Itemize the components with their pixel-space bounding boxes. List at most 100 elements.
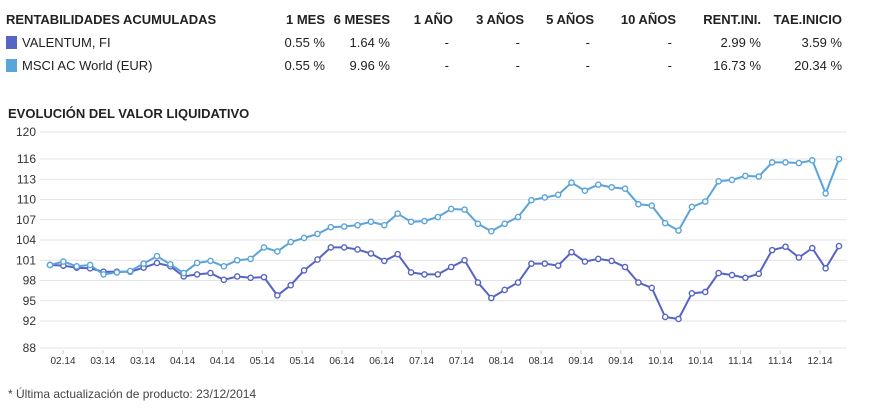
data-point-msci [488,227,495,235]
data-point-msci [782,159,789,166]
x-tick-label: 03.14 [90,356,115,367]
data-point-msci [340,223,348,230]
data-point-valentum [661,313,669,321]
data-point-msci [207,257,214,265]
data-point-valentum [701,288,709,296]
data-point-valentum [287,281,295,289]
data-point-msci [581,187,589,195]
data-point-valentum [621,263,629,271]
data-point-valentum [554,262,562,269]
nav-evolution-chart: 88 92 95 98 101 104 107 110 113 116 120 02.14 03.14 0… [16,125,847,367]
data-point-msci [260,244,268,251]
y-tick-label: 104 [16,233,36,247]
x-tick-label: 08.14 [529,356,554,367]
data-point-valentum [581,258,589,265]
data-point-msci [728,176,736,184]
x-tick-label: 04.14 [170,356,195,367]
data-point-msci [594,181,602,188]
data-point-msci [86,261,94,269]
data-point-valentum [675,315,682,323]
y-tick-label: 110 [17,193,36,207]
data-point-msci [501,220,508,228]
data-point-valentum [648,284,656,292]
data-point-valentum [822,265,829,272]
cell-5-anos: - [585,58,590,73]
data-point-valentum [260,273,268,281]
data-point-msci [167,260,174,268]
data-point-msci [274,248,281,255]
data-point-valentum [514,279,522,286]
data-point-valentum [233,273,241,280]
row-name: MSCI AC World (EUR) [22,58,153,73]
data-point-valentum [728,271,736,279]
data-point-msci [113,269,121,276]
data-point-msci [314,230,321,238]
data-point-valentum [220,276,228,284]
cell-rent-ini: 16.73 % [713,58,761,73]
data-point-valentum [394,250,401,258]
data-point-valentum [742,274,749,282]
cell-rent-ini: 2.99 % [720,35,761,50]
data-point-valentum [755,270,763,278]
x-tick-label: 04.14 [210,356,235,367]
data-point-valentum [488,294,495,302]
y-tick-label: 116 [17,152,36,166]
data-point-msci [635,200,642,208]
data-point-msci [300,234,308,242]
x-tick-label: 10.14 [648,356,673,367]
data-point-valentum [367,250,375,257]
data-point-valentum [193,271,201,278]
y-tick-label: 120 [16,125,36,139]
cell-10-anos: - [667,35,672,50]
data-point-valentum [715,269,722,277]
x-tick-label: 06.14 [329,356,354,367]
table-row: MSCI AC World (EUR) 0.55 % 9.96 % - - - … [6,54,846,77]
x-tick-label: 02.14 [50,356,75,367]
table-row: VALENTUM, FI 0.55 % 1.64 % - - - - 2.99 … [6,31,846,54]
data-point-msci [434,213,442,221]
data-point-valentum [274,292,281,299]
data-point-msci [100,271,107,278]
data-point-msci [554,191,562,199]
data-point-valentum [474,279,482,286]
cell-tae-inicio: 20.34 % [794,58,842,73]
x-tick-label: 11.14 [768,356,793,367]
section-title: EVOLUCIÓN DEL VALOR LIQUIDATIVO [8,106,250,121]
data-point-valentum [354,246,361,253]
data-point-msci [193,259,201,267]
header-3-anos: 3 AÑOS [476,12,524,27]
cell-6-meses: 1.64 % [349,35,390,50]
x-tick-label: 07.14 [409,356,434,367]
x-tick-label: 05.14 [290,356,315,367]
data-point-valentum [635,279,642,286]
cell-3-anos: - [515,35,520,50]
x-tick-label: 08.14 [489,356,514,367]
returns-table-header: RENTABILIDADES ACUMULADAS 1 MES 6 MESES … [6,8,846,31]
data-point-msci [381,221,388,229]
returns-table: RENTABILIDADES ACUMULADAS 1 MES 6 MESES … [6,8,846,77]
x-tick-label: 12.14 [807,356,832,367]
row-name: VALENTUM, FI [22,35,111,50]
y-tick-label: 107 [16,213,36,227]
data-point-valentum [795,254,803,261]
data-point-msci [795,159,803,167]
data-point-valentum [340,244,348,251]
row-label: VALENTUM, FI [6,31,111,54]
data-point-valentum [461,256,468,264]
data-point-msci [808,157,816,164]
header-5-anos: 5 AÑOS [546,12,594,27]
data-point-valentum [528,260,535,267]
data-point-valentum [407,269,415,276]
row-label: MSCI AC World (EUR) [6,54,153,77]
cell-3-anos: - [515,58,520,73]
data-point-msci [648,202,656,209]
data-point-valentum [782,243,789,251]
data-point-msci [327,223,335,231]
header-rent-ini: RENT.INI. [703,12,761,27]
data-point-msci [126,267,134,275]
data-point-msci [742,172,749,180]
data-point-msci [153,252,161,260]
data-point-msci [474,220,482,228]
y-tick-label: 88 [23,341,37,355]
series-line-valentum [49,245,840,321]
